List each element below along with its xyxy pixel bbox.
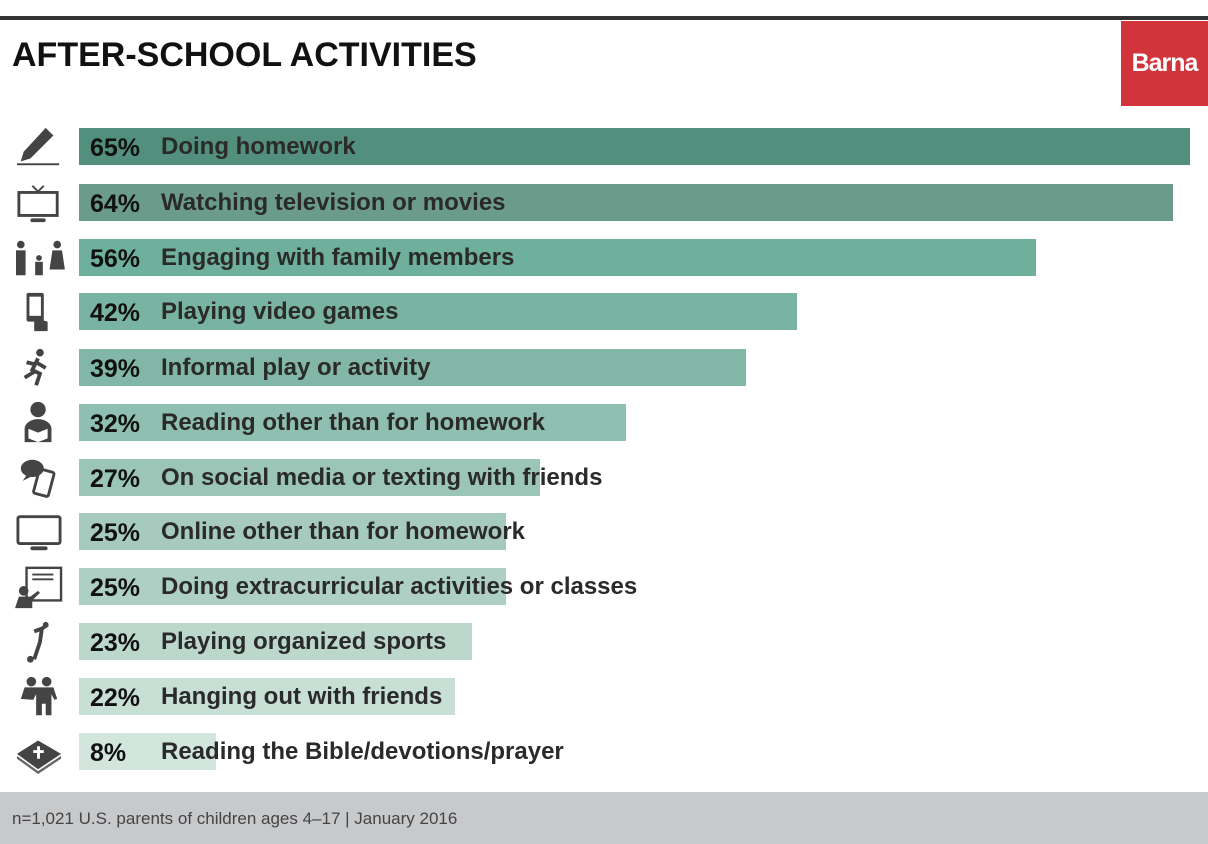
teacher-board-icon <box>15 566 63 609</box>
bible-icon <box>16 740 62 775</box>
bar <box>79 128 1190 165</box>
bar <box>79 623 473 660</box>
bar <box>79 513 507 550</box>
chat-phone-icon <box>20 459 56 498</box>
category-label: Informal play or activity <box>161 354 431 381</box>
bar-row: 8% Reading the Bible/devotions/prayer <box>0 733 1208 775</box>
category-label: Playing video games <box>161 298 399 325</box>
family-icon <box>16 240 65 276</box>
bar-row: 27% On social media or texting with frien… <box>0 459 1208 498</box>
value-label: 25% <box>90 519 141 547</box>
bar-row: 56% Engaging with family members <box>0 239 1208 276</box>
bar-row: 22% Hanging out with friends <box>0 676 1208 716</box>
phone-game-icon <box>26 292 48 332</box>
footer-note: n=1,021 U.S. parents of children ages 4–… <box>12 809 458 828</box>
value-label: 42% <box>90 299 141 327</box>
chart-title: AFTER-SCHOOL ACTIVITIES <box>12 36 477 74</box>
bar-row: 32% Reading other than for homework <box>0 401 1208 443</box>
category-label: Watching television or movies <box>161 189 506 216</box>
category-label: Playing organized sports <box>161 628 447 655</box>
bar-row: 64% Watching television or movies <box>0 184 1208 223</box>
value-label: 22% <box>90 684 141 712</box>
value-label: 64% <box>90 190 141 218</box>
top-rule <box>0 16 1208 20</box>
value-label: 8% <box>90 739 127 767</box>
bar <box>79 184 1173 221</box>
pencil-icon <box>16 127 60 166</box>
bar-row: 23% Playing organized sports <box>0 621 1208 663</box>
category-label: Hanging out with friends <box>161 683 443 710</box>
bar <box>79 349 746 386</box>
monitor-icon <box>16 515 62 551</box>
value-label: 32% <box>90 410 141 438</box>
friends-icon <box>20 676 58 716</box>
value-label: 25% <box>90 574 141 602</box>
category-label: Doing extracurricular activities or clas… <box>161 573 638 600</box>
category-label: Reading the Bible/devotions/prayer <box>161 738 564 765</box>
reading-person-icon <box>24 401 52 443</box>
bar-row: 42% Playing video games <box>0 292 1208 332</box>
category-label: On social media or texting with friends <box>161 464 603 491</box>
television-icon <box>17 185 59 223</box>
bar <box>79 293 797 330</box>
category-label: Engaging with family members <box>161 244 515 271</box>
bar <box>79 568 507 605</box>
bar <box>79 459 541 496</box>
running-icon <box>23 348 47 386</box>
bar-row: 39% Informal play or activity <box>0 348 1208 386</box>
value-label: 27% <box>90 465 141 493</box>
footer: n=1,021 U.S. parents of children ages 4–… <box>0 792 1208 844</box>
bar-row: 65% Doing homework <box>0 127 1208 166</box>
value-label: 65% <box>90 134 141 162</box>
category-label: Online other than for homework <box>161 518 526 545</box>
category-label: Reading other than for homework <box>161 409 546 436</box>
bar <box>79 678 456 715</box>
bar <box>79 239 1037 276</box>
category-label: Doing homework <box>161 133 356 160</box>
value-label: 56% <box>90 245 141 273</box>
value-label: 23% <box>90 629 141 657</box>
bar <box>79 733 216 770</box>
bar-row: 25% Doing extracurricular activities or c… <box>0 566 1208 609</box>
barna-logo: Barna <box>1121 21 1208 106</box>
bar <box>79 404 626 441</box>
soccer-player-icon <box>27 621 49 663</box>
bar-row: 25% Online other than for homework <box>0 513 1208 551</box>
value-label: 39% <box>90 355 141 383</box>
